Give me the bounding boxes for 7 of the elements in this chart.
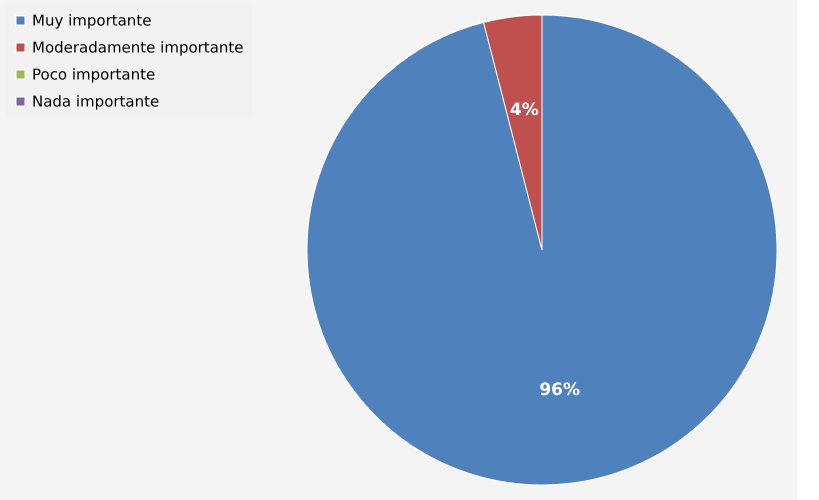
data-label: 96% bbox=[539, 380, 580, 400]
data-label: 4% bbox=[510, 100, 539, 120]
legend-label: Poco importante bbox=[32, 66, 156, 84]
legend-label: Nada importante bbox=[32, 92, 160, 110]
legend-label: Moderadamente importante bbox=[32, 38, 244, 56]
legend-label: Muy importante bbox=[32, 12, 152, 30]
pie-slice bbox=[306, 14, 778, 486]
